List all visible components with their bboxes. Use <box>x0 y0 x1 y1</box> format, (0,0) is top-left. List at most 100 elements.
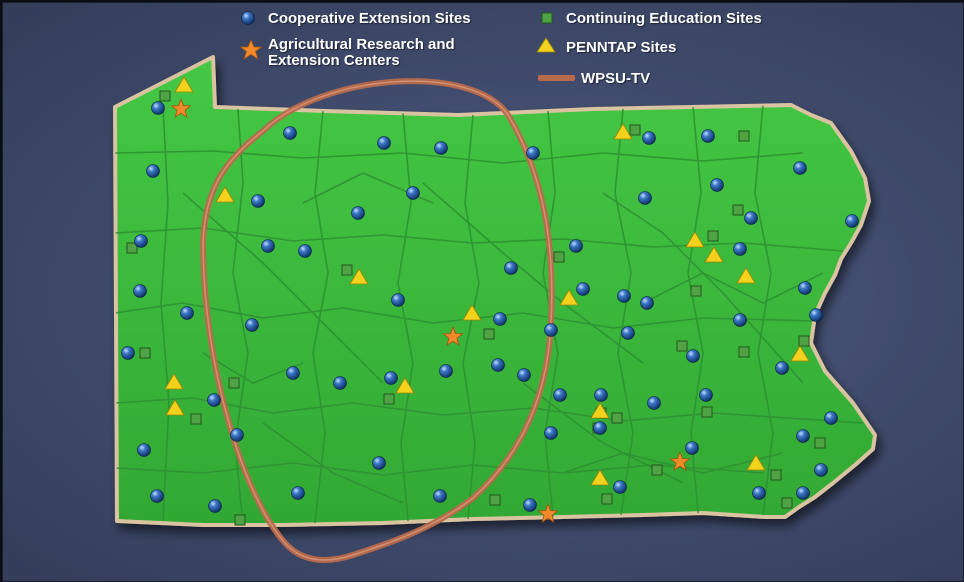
cooperative-extension-site-marker <box>523 498 537 512</box>
cooperative-extension-site-marker <box>133 284 147 298</box>
cooperative-extension-site-marker <box>824 411 838 425</box>
penntap-site-marker <box>215 186 235 203</box>
cooperative-extension-site-marker <box>685 441 699 455</box>
cooperative-extension-site-marker <box>710 178 724 192</box>
cooperative-extension-site-marker <box>351 206 365 220</box>
cooperative-extension-site-marker <box>230 428 244 442</box>
cooperative-extension-site-marker <box>701 129 715 143</box>
cooperative-extension-site-marker <box>617 289 631 303</box>
continuing-education-site-marker <box>770 469 782 481</box>
penntap-site-marker <box>590 469 610 486</box>
continuing-education-site-marker <box>553 251 565 263</box>
cooperative-extension-site-marker <box>146 164 160 178</box>
ag-research-center-marker <box>669 450 691 472</box>
penntap-site-marker <box>395 377 415 394</box>
cooperative-extension-site-marker <box>298 244 312 258</box>
county-lines <box>115 104 864 525</box>
cooperative-extension-site-marker <box>845 214 859 228</box>
cooperative-extension-site-marker <box>377 136 391 150</box>
cooperative-extension-site-marker <box>699 388 713 402</box>
continuing-education-site-marker <box>383 393 395 405</box>
continuing-education-site-marker <box>489 494 501 506</box>
cooperative-extension-site-marker <box>796 486 810 500</box>
cooperative-extension-site-marker <box>752 486 766 500</box>
cooperative-extension-site-marker <box>517 368 531 382</box>
continuing-education-site-marker <box>139 347 151 359</box>
ag-research-center-marker <box>442 325 464 347</box>
pennsylvania-landmass <box>113 55 877 527</box>
continuing-education-site-marker <box>341 264 353 276</box>
ag-research-center-marker <box>537 502 559 524</box>
cooperative-extension-site-marker <box>553 388 567 402</box>
cooperative-extension-site-marker <box>372 456 386 470</box>
cooperative-extension-site-marker <box>493 312 507 326</box>
continuing-education-site-marker <box>814 437 826 449</box>
legend-ag-research-label-line2: Extension Centers <box>268 52 400 69</box>
legend-cooperative-extension-label: Cooperative Extension Sites <box>268 10 471 27</box>
cooperative-extension-site-marker <box>504 261 518 275</box>
cooperative-extension-site-marker <box>814 463 828 477</box>
continuing-education-site-marker <box>738 130 750 142</box>
cooperative-extension-site-marker <box>796 429 810 443</box>
penntap-site-marker <box>590 402 610 419</box>
penntap-site-marker <box>613 123 633 140</box>
legend-wpsu-tv-label: WPSU-TV <box>581 70 651 87</box>
cooperative-extension-site-marker <box>686 349 700 363</box>
penntap-site-marker <box>559 289 579 306</box>
continuing-education-site-marker <box>483 328 495 340</box>
ag-research-center-marker <box>170 97 192 119</box>
continuing-education-site-marker <box>732 204 744 216</box>
cooperative-extension-site-marker <box>638 191 652 205</box>
cooperative-extension-site-marker <box>207 393 221 407</box>
legend-icons <box>239 11 575 81</box>
continuing-education-site-marker <box>159 90 171 102</box>
continuing-education-site-marker <box>676 340 688 352</box>
cooperative-extension-site-marker <box>640 296 654 310</box>
continuing-education-site-marker <box>701 406 713 418</box>
legend-ag-research-label-line1: Agricultural Research and <box>268 36 455 53</box>
legend-blue-sphere-icon <box>241 11 255 25</box>
cooperative-extension-site-marker <box>291 486 305 500</box>
cooperative-extension-site-marker <box>391 293 405 307</box>
cooperative-extension-site-marker <box>261 239 275 253</box>
penntap-site-marker <box>174 76 194 93</box>
cooperative-extension-site-marker <box>569 239 583 253</box>
cooperative-extension-site-marker <box>526 146 540 160</box>
continuing-education-site-marker <box>738 346 750 358</box>
continuing-education-site-marker <box>228 377 240 389</box>
cooperative-extension-site-marker <box>245 318 259 332</box>
legend-brown-line-icon <box>538 75 575 81</box>
cooperative-extension-site-marker <box>491 358 505 372</box>
continuing-education-site-marker <box>601 493 613 505</box>
cooperative-extension-site-marker <box>286 366 300 380</box>
penntap-site-marker <box>165 399 185 416</box>
continuing-education-site-marker <box>234 514 246 526</box>
penntap-site-marker <box>704 246 724 263</box>
continuing-education-site-marker <box>707 230 719 242</box>
cooperative-extension-site-marker <box>208 499 222 513</box>
continuing-education-site-marker <box>781 497 793 509</box>
cooperative-extension-site-marker <box>434 141 448 155</box>
cooperative-extension-site-marker <box>798 281 812 295</box>
cooperative-extension-site-marker <box>576 282 590 296</box>
site-markers <box>121 76 859 526</box>
cooperative-extension-site-marker <box>733 242 747 256</box>
penntap-site-marker <box>746 454 766 471</box>
cooperative-extension-site-marker <box>544 323 558 337</box>
cooperative-extension-site-marker <box>406 186 420 200</box>
cooperative-extension-site-marker <box>333 376 347 390</box>
cooperative-extension-site-marker <box>594 388 608 402</box>
legend-yellow-triangle-icon <box>536 37 556 53</box>
penntap-site-marker <box>736 267 756 284</box>
cooperative-extension-site-marker <box>613 480 627 494</box>
cooperative-extension-site-marker <box>121 346 135 360</box>
cooperative-extension-site-marker <box>134 234 148 248</box>
legend-penntap-label: PENNTAP Sites <box>566 39 677 56</box>
cooperative-extension-site-marker <box>137 443 151 457</box>
pennsylvania-map <box>113 11 877 563</box>
cooperative-extension-site-marker <box>621 326 635 340</box>
cooperative-extension-site-marker <box>251 194 265 208</box>
cooperative-extension-site-marker <box>439 364 453 378</box>
penntap-site-marker <box>790 345 810 362</box>
